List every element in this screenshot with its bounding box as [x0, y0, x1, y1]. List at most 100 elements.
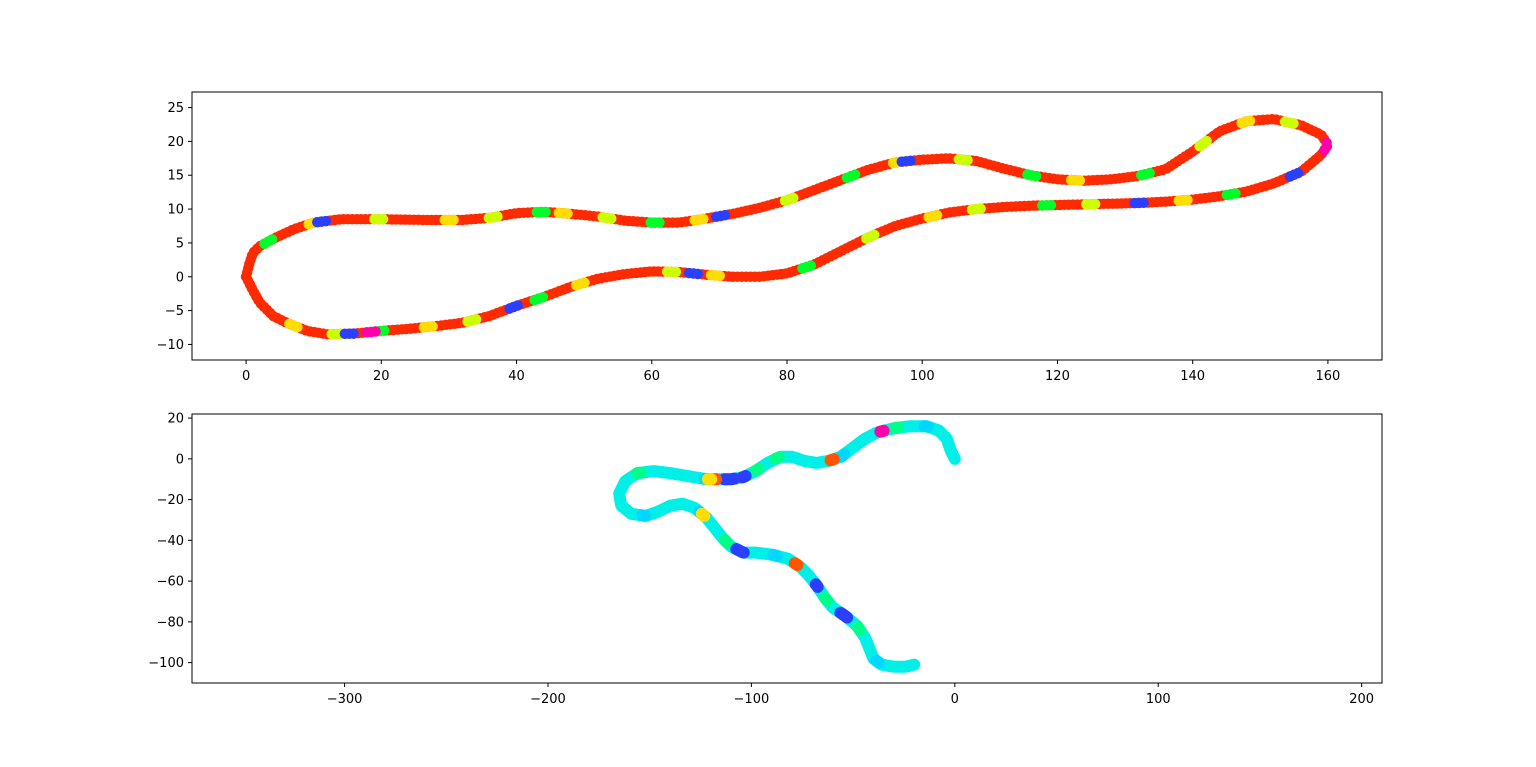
y-axis: −100 −80 −60 −40 −20 0 20 [148, 412, 192, 671]
x-tick-label: −100 [734, 692, 770, 707]
y-tick-label: 25 [167, 101, 184, 116]
scatter-point [339, 328, 351, 340]
y-tick-label: −60 [157, 575, 184, 590]
scatter-point [966, 204, 978, 215]
y-tick-label: −10 [157, 338, 184, 353]
scatter-point [1288, 118, 1299, 129]
scatter-accent-points [631, 420, 934, 669]
y-tick-label: −20 [157, 493, 184, 508]
scatter-point [797, 263, 808, 274]
y-axis: −10 −5 0 5 10 15 20 25 [157, 101, 192, 353]
top-subplot: 0 20 40 60 80 100 120 140 160 −10 −5 0 5 10 15 20 25 [157, 91, 1383, 384]
scatter-point [698, 509, 711, 522]
scatter-point [720, 536, 733, 549]
y-tick-label: −100 [148, 656, 184, 671]
x-tick-label: 120 [1045, 369, 1070, 384]
scatter-point [326, 328, 337, 340]
x-axis: 0 20 40 60 80 100 120 140 160 [242, 360, 1340, 384]
scatter-point [1319, 144, 1330, 156]
scatter-point [1081, 199, 1092, 210]
scatter-point [1173, 195, 1184, 206]
x-tick-label: 160 [1315, 369, 1340, 384]
x-axis: −300 −200 −100 0 100 200 [327, 683, 1374, 707]
scatter-point [562, 208, 573, 219]
scatter-point [905, 155, 916, 167]
scatter-point [1221, 189, 1233, 201]
scatter-point [1201, 135, 1212, 147]
y-tick-label: 5 [176, 236, 184, 251]
y-tick-label: 10 [167, 203, 184, 218]
scatter-point [418, 322, 430, 333]
axes-frame [191, 413, 1383, 684]
scatter-point [860, 233, 872, 244]
scatter-point [1284, 171, 1296, 182]
scatter-point [888, 422, 901, 435]
scatter-point [788, 192, 799, 204]
x-tick-label: 140 [1180, 369, 1205, 384]
scatter-point [492, 211, 503, 222]
scatter-point [824, 454, 837, 467]
scatter-point [361, 327, 373, 338]
scatter-point [606, 213, 617, 224]
scatter-point [821, 594, 834, 607]
scatter-point [1037, 200, 1048, 211]
x-tick-label: 40 [508, 369, 525, 384]
scatter-point [631, 467, 644, 480]
scatter-point [654, 217, 665, 228]
scatter-point [923, 211, 934, 223]
scatter-point [1129, 197, 1140, 209]
scatter-point [1144, 167, 1155, 179]
scatter-point [284, 318, 295, 330]
scatter-point [529, 294, 540, 306]
scatter-point [462, 316, 473, 327]
x-tick-label: 200 [1349, 692, 1374, 707]
scatter-point [719, 210, 731, 221]
scatter-point [718, 473, 731, 486]
x-tick-label: 100 [1146, 692, 1171, 707]
y-tick-label: 20 [167, 135, 184, 150]
scatter-point [1074, 175, 1086, 186]
scatter-point [266, 234, 278, 245]
scatter-point [841, 611, 854, 624]
scatter-point [908, 658, 921, 671]
x-tick-label: 60 [643, 369, 660, 384]
bottom-subplot: −300 −20 0 −100 0 100 200 −100 −80 −60 −40 −20 0 20 [148, 412, 1383, 707]
y-tick-label: 0 [176, 452, 184, 467]
scatter-point [701, 473, 714, 486]
scatter-point [570, 280, 582, 291]
scatter-point [811, 580, 824, 593]
scatter-point [639, 509, 652, 522]
scatter-point [540, 206, 551, 218]
x-tick-label: 0 [242, 369, 250, 384]
scatter-point [769, 452, 782, 465]
scatter-point [1244, 115, 1256, 127]
x-tick-label: 20 [373, 369, 390, 384]
scatter-point [749, 464, 762, 477]
x-tick-label: 0 [951, 692, 959, 707]
x-tick-label: 80 [779, 369, 796, 384]
scatter-point [240, 271, 252, 282]
scatter-point [448, 214, 459, 226]
y-tick-label: −5 [165, 304, 184, 319]
scatter-point [872, 656, 885, 669]
x-tick-label: −300 [327, 692, 363, 707]
y-tick-label: 20 [167, 412, 184, 427]
scatter-point [705, 269, 717, 281]
scatter-point [770, 549, 783, 562]
scatter-point [849, 169, 861, 180]
y-tick-label: 15 [167, 169, 184, 184]
y-tick-label: 0 [176, 270, 184, 285]
scatter-point [854, 624, 867, 637]
scatter-point [377, 214, 389, 225]
scatter-point [1030, 170, 1042, 182]
y-tick-label: −40 [157, 534, 184, 549]
scatter-point [874, 425, 887, 438]
x-tick-label: 100 [910, 369, 935, 384]
scatter-point [320, 215, 332, 227]
y-tick-label: −80 [157, 615, 184, 630]
scatter-accent-points [259, 115, 1333, 340]
scatter-point [918, 420, 931, 433]
scatter-point [737, 546, 750, 559]
